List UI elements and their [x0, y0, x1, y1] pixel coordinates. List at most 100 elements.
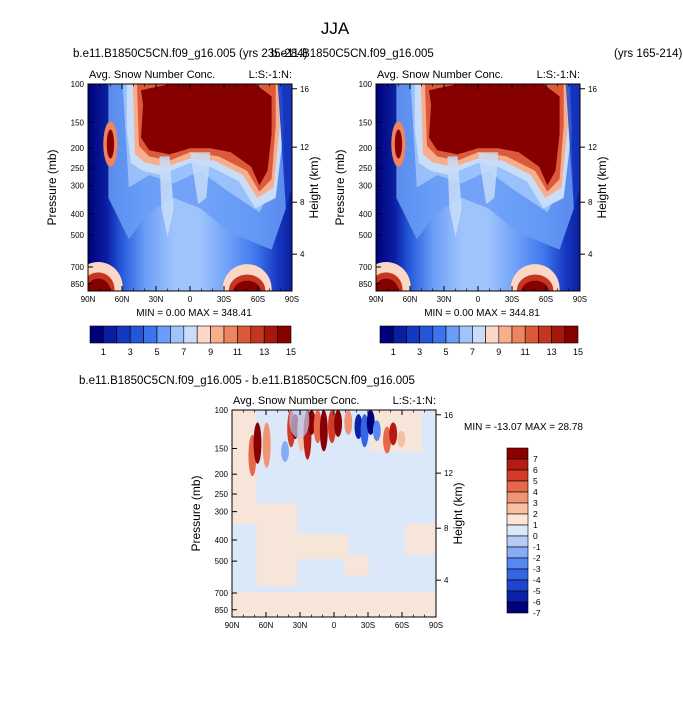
x-tick-label: 60N	[403, 295, 418, 304]
x-tick-label: 30N	[437, 295, 452, 304]
y-tick-label: 100	[359, 80, 373, 89]
colorbar-swatch	[506, 579, 529, 592]
diff-streak	[313, 410, 322, 444]
colorbar-label: 2	[533, 509, 538, 519]
colorbar-label: 9	[496, 347, 501, 357]
colorbar-swatch	[564, 325, 579, 344]
x-tick-label: 0	[332, 621, 337, 630]
pale-patch	[405, 523, 436, 555]
diff-streak	[253, 422, 262, 464]
diff-streak	[334, 410, 343, 437]
panel-title: Avg. Snow Number Conc.	[377, 69, 503, 81]
colorbar-label: 9	[208, 347, 213, 357]
contour-field	[232, 410, 436, 617]
colorbar-swatch	[538, 325, 552, 344]
height-tick-label: 4	[300, 250, 305, 259]
x-tick-label: 60S	[251, 295, 265, 304]
colorbar-label: 15	[286, 347, 296, 357]
y-axis-label: Pressure (mb)	[333, 149, 347, 225]
y-tick-label: 100	[215, 406, 229, 415]
x-tick-label: 0	[476, 295, 481, 304]
sfc-sh-core	[521, 280, 550, 291]
colorbar-swatch	[506, 513, 529, 526]
x-tick-label: 90N	[369, 295, 384, 304]
x-tick-label: 30S	[361, 621, 375, 630]
case2-title: b.e11.B1850C5CN.f09_g16.005	[271, 48, 434, 60]
pale-patch	[297, 534, 349, 560]
height-tick-label: 8	[588, 198, 593, 207]
colorbar-label: 13	[259, 347, 269, 357]
diff-streak	[354, 414, 363, 439]
y-axis-label-right: Height (km)	[307, 156, 321, 218]
height-tick-label: 16	[444, 411, 453, 420]
pale-patch	[344, 554, 369, 576]
colorbar-label: 3	[128, 347, 133, 357]
sfc-nh-core	[376, 278, 399, 291]
x-tick-label: 30S	[217, 295, 231, 304]
panel-right-title: L:S:-1:N:	[393, 395, 436, 407]
colorbar-label: -4	[533, 575, 541, 585]
colorbar-label: 5	[443, 347, 448, 357]
y-tick-label: 200	[359, 144, 373, 153]
colorbar-label: 3	[417, 347, 422, 357]
colorbar-swatch	[237, 325, 252, 344]
colorbar-swatch	[498, 325, 513, 344]
colorbar-swatch	[210, 325, 225, 344]
colorbar-swatch	[277, 325, 292, 344]
height-tick-label: 16	[300, 85, 309, 94]
colorbar-swatch	[506, 524, 529, 537]
colorbar-label: 7	[533, 454, 538, 464]
height-tick-label: 12	[444, 469, 453, 478]
diff-streak	[383, 426, 391, 454]
diff-streak	[319, 410, 328, 452]
colorbar-label: 15	[573, 347, 583, 357]
colorbar-swatch	[506, 601, 529, 614]
colorbar-swatch	[432, 325, 447, 344]
nh-blob-core	[394, 129, 403, 159]
figure-title: JJA	[321, 19, 350, 38]
difference-panel: 90N 60N 30N 0 30S 60S 90S100150200250300400500…	[189, 395, 583, 630]
diff-streak	[389, 422, 398, 446]
colorbar-swatch	[392, 325, 407, 344]
y-tick-label: 700	[71, 263, 85, 272]
panel-title: Avg. Snow Number Conc.	[89, 69, 215, 81]
colorbar-swatch	[506, 491, 529, 504]
colorbar-swatch	[170, 325, 185, 344]
y-tick-label: 500	[215, 557, 229, 566]
y-tick-label: 250	[71, 164, 85, 173]
min-max-label: MIN = -13.07 MAX = 28.78	[464, 422, 583, 433]
colorbar-label: 4	[533, 487, 538, 497]
colorbar-label: 1	[391, 347, 396, 357]
height-tick-label: 12	[588, 143, 597, 152]
y-axis-label: Pressure (mb)	[189, 475, 203, 551]
x-tick-label: 0	[188, 295, 193, 304]
colorbar-label: -3	[533, 564, 541, 574]
x-tick-label: 60N	[259, 621, 274, 630]
y-axis-label-right: Height (km)	[451, 482, 465, 544]
case1-panel: 90N 60N 30N 0 30S 60S 90S 100 150 200 250 300 400 500…	[45, 69, 321, 319]
height-tick-label: 8	[444, 524, 449, 533]
y-tick-label: 250	[359, 164, 373, 173]
x-tick-label: 90N	[225, 621, 240, 630]
warm-contour-3	[429, 84, 560, 186]
min-max-label: MIN = 0.00 MAX = 348.41	[136, 308, 252, 319]
colorbar-swatch	[103, 325, 118, 344]
colorbar-swatch	[458, 325, 473, 344]
panel-title: Avg. Snow Number Conc.	[233, 395, 359, 407]
colorbar-swatch	[524, 325, 539, 344]
y-tick-label: 200	[215, 470, 229, 479]
colorbar-swatch	[143, 325, 158, 344]
tongue-2	[478, 152, 499, 205]
tongue-1	[159, 156, 174, 238]
diff-streak	[344, 410, 353, 435]
colorbar-label: -6	[533, 597, 541, 607]
height-tick-label: 12	[300, 143, 309, 152]
colorbar-swatch	[156, 325, 171, 344]
colorbar-swatch	[116, 325, 131, 344]
tongue-2	[190, 152, 211, 205]
y-tick-label: 850	[215, 606, 229, 615]
y-tick-label: 150	[71, 119, 85, 128]
colorbar-swatch	[506, 447, 529, 460]
